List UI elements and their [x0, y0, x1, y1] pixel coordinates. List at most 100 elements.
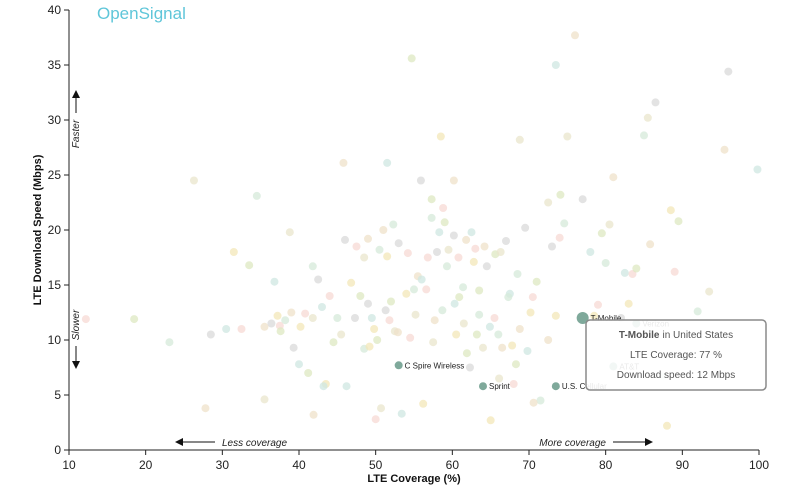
background-point: [467, 228, 476, 237]
background-point: [360, 253, 369, 262]
background-point: [515, 325, 524, 333]
background-point: [551, 311, 560, 320]
background-point: [222, 325, 231, 333]
background-point: [532, 277, 541, 286]
background-point: [693, 307, 702, 316]
background-point: [383, 158, 392, 167]
background-point: [438, 306, 447, 315]
background-point: [301, 309, 310, 318]
background-point: [430, 316, 439, 325]
background-point: [459, 283, 468, 292]
background-point: [449, 231, 458, 240]
background-point: [252, 191, 261, 200]
background-point: [410, 285, 418, 294]
tooltip-title: T-Mobile in United States: [619, 330, 733, 341]
tooltip-speed: Download speed: 12 Mbps: [617, 370, 735, 381]
background-point: [406, 333, 415, 342]
background-point: [502, 237, 510, 245]
background-point: [381, 306, 390, 315]
background-point: [594, 300, 602, 309]
y-tick-label: 0: [54, 443, 61, 457]
background-point: [377, 404, 386, 413]
background-point: [450, 299, 459, 308]
background-point: [496, 248, 505, 256]
background-point: [523, 347, 532, 355]
background-point: [339, 158, 348, 167]
background-point: [347, 278, 356, 287]
background-point: [521, 223, 530, 232]
background-point: [485, 322, 494, 331]
background-point: [373, 336, 382, 344]
y-tick-label: 10: [48, 333, 62, 347]
background-point: [444, 245, 453, 254]
background-points: [81, 31, 762, 430]
y-tick-label: 5: [54, 388, 61, 402]
background-point: [490, 314, 499, 322]
background-point: [375, 245, 384, 254]
background-point: [482, 262, 491, 271]
background-point: [383, 252, 392, 261]
background-point: [494, 330, 503, 339]
background-point: [705, 287, 714, 296]
background-point: [289, 343, 298, 352]
point-label-u-s-cellular: U.S. Cellular: [562, 382, 607, 391]
background-point: [620, 268, 629, 277]
background-point: [436, 132, 445, 141]
background-point: [342, 382, 351, 391]
background-point: [229, 248, 238, 256]
background-point: [393, 328, 402, 337]
more-coverage-label: More coverage: [539, 438, 606, 449]
background-point: [465, 363, 474, 372]
background-point: [201, 404, 210, 413]
background-point: [379, 226, 388, 234]
background-point: [646, 240, 655, 249]
background-point: [528, 293, 537, 302]
faster-label: Faster: [71, 119, 82, 148]
background-point: [544, 198, 553, 207]
background-point: [471, 244, 480, 253]
point-label-c-spire-wireless: C Spire Wireless: [405, 361, 465, 370]
background-point: [586, 248, 595, 256]
background-point: [296, 322, 305, 331]
background-point: [475, 286, 484, 295]
background-point: [560, 219, 569, 228]
background-point: [356, 292, 365, 300]
background-point: [529, 398, 538, 407]
background-point: [411, 310, 420, 319]
background-point: [555, 233, 564, 242]
background-point: [427, 213, 436, 222]
background-point: [475, 310, 484, 319]
background-point: [563, 132, 572, 141]
x-tick-label: 40: [292, 458, 306, 472]
background-point: [511, 360, 520, 369]
tooltip-country: in United States: [662, 330, 733, 341]
x-tick-label: 50: [369, 458, 383, 472]
background-point: [237, 325, 246, 333]
tooltip-coverage: LTE Coverage: 77 %: [630, 350, 722, 361]
background-point: [337, 330, 346, 339]
background-point: [295, 360, 303, 369]
background-point: [486, 416, 495, 425]
background-point: [397, 409, 406, 418]
x-tick-label: 60: [446, 458, 460, 472]
background-point: [480, 242, 489, 251]
background-point: [469, 257, 478, 266]
background-point: [601, 259, 610, 267]
background-point: [245, 261, 254, 270]
background-point: [433, 248, 441, 256]
background-point: [643, 113, 652, 122]
point-sprint: [479, 382, 487, 391]
point-label-t-mobile: T-Mobile: [591, 314, 622, 323]
background-point: [309, 410, 318, 419]
background-point: [370, 325, 379, 333]
background-point: [498, 343, 507, 352]
background-point: [551, 61, 560, 69]
background-point: [508, 341, 517, 350]
x-tick-label: 80: [599, 458, 613, 472]
background-point: [513, 270, 522, 278]
y-axis-title: LTE Download Speed (Mbps): [32, 154, 44, 305]
background-point: [389, 220, 398, 229]
axes: 10 20 30 40 50 60 70 80 90 100 0 5 10 15 20 25 30 35 40 LTE…: [32, 3, 769, 485]
background-point: [548, 242, 556, 251]
background-point: [416, 176, 425, 185]
